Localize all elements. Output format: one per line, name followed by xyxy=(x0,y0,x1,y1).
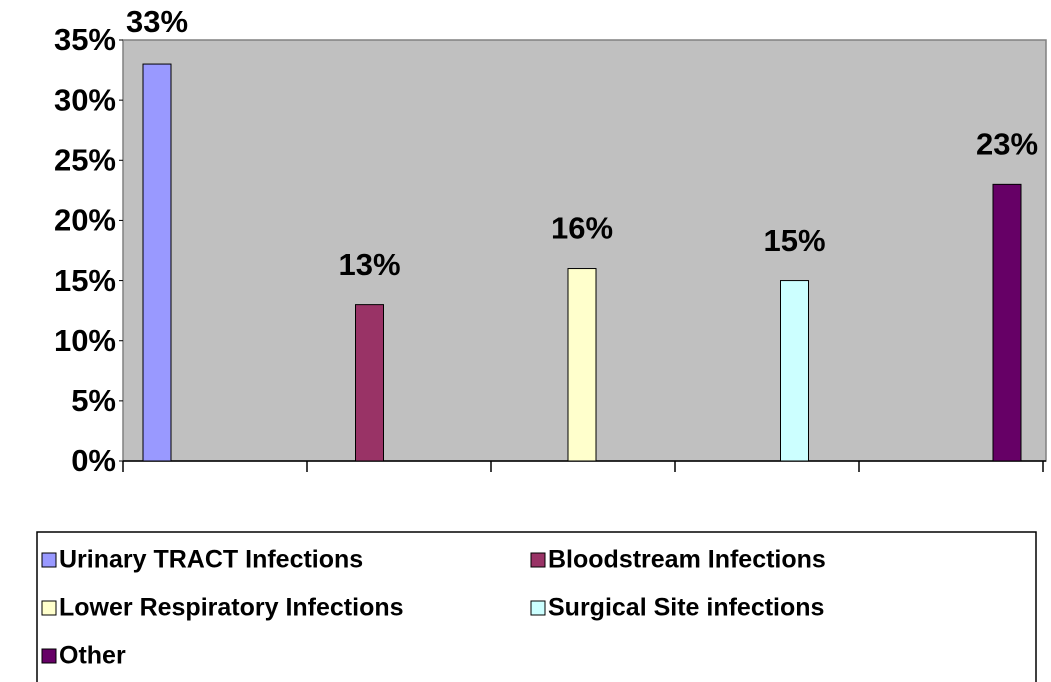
x-axis xyxy=(122,460,1046,472)
y-tick-label: 25% xyxy=(54,142,116,177)
value-label: 23% xyxy=(976,127,1038,162)
bar xyxy=(780,280,809,462)
legend-label: Lower Respiratory Infections xyxy=(59,594,404,622)
legend-swatch xyxy=(41,552,57,568)
y-tick-label: 20% xyxy=(54,203,116,238)
value-label: 33% xyxy=(126,4,188,39)
legend-label: Other xyxy=(59,642,126,670)
bar xyxy=(355,304,384,462)
legend-swatch xyxy=(41,600,57,616)
value-label: 13% xyxy=(338,247,400,282)
y-tick-label: 35% xyxy=(54,22,116,57)
legend-label: Bloodstream Infections xyxy=(548,546,826,574)
value-label: 15% xyxy=(763,223,825,258)
bar xyxy=(992,183,1022,462)
legend-label: Surgical Site infections xyxy=(548,594,824,622)
y-tick-label: 10% xyxy=(54,323,116,358)
legend-swatch xyxy=(41,648,57,664)
value-label: 16% xyxy=(551,211,613,246)
y-tick-label: 0% xyxy=(71,443,116,478)
y-tick-label: 30% xyxy=(54,82,116,117)
bar xyxy=(142,63,172,462)
y-tick-label: 15% xyxy=(54,263,116,298)
legend-label: Urinary TRACT Infections xyxy=(59,546,363,574)
bar xyxy=(567,268,597,462)
legend-swatch xyxy=(530,600,546,616)
y-tick-label: 5% xyxy=(71,383,116,418)
legend-swatch xyxy=(530,552,546,568)
